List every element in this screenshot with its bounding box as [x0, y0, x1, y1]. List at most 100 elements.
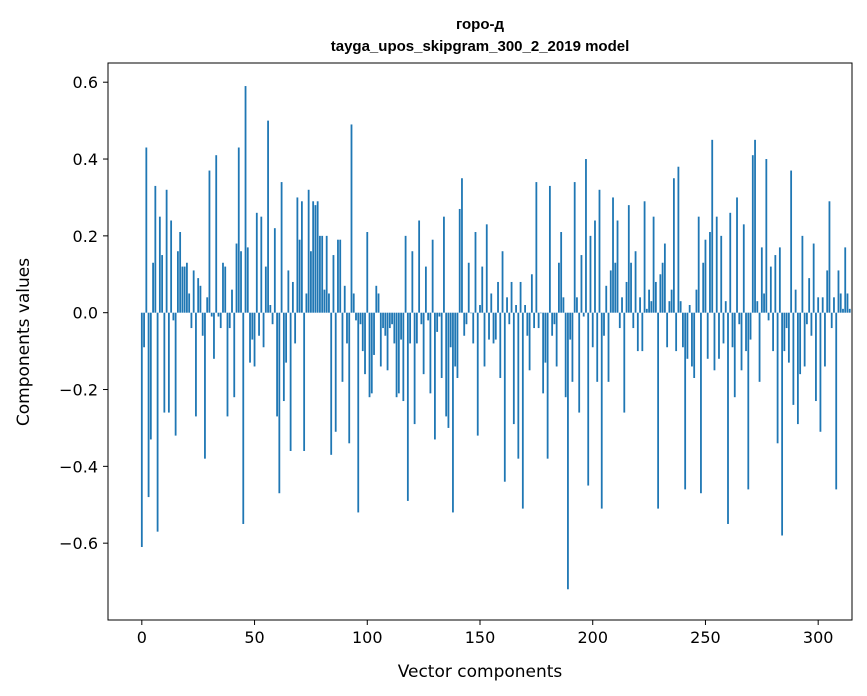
bar-124: [420, 312, 423, 325]
bar-79: [319, 235, 321, 313]
x-axis-label: Vector components: [398, 662, 563, 682]
bar-98: [361, 312, 364, 352]
plot-background: [108, 63, 852, 620]
bar-184: [555, 312, 558, 367]
bar-193: [576, 297, 578, 313]
bar-223: [643, 201, 646, 313]
bar-18: [181, 266, 184, 313]
bar-180: [546, 312, 549, 459]
bar-200: [591, 312, 594, 348]
bar-175: [535, 182, 538, 313]
bar-156: [492, 312, 495, 344]
bar-303: [824, 312, 826, 367]
bar-130: [434, 312, 436, 440]
bar-260: [727, 312, 729, 524]
bar-7: [156, 312, 159, 532]
bar-216: [627, 205, 630, 313]
bar-147: [472, 312, 475, 344]
bar-150: [479, 305, 481, 313]
bar-53: [260, 216, 263, 313]
bar-141: [458, 208, 461, 313]
bar-214: [623, 312, 626, 413]
bar-269: [747, 312, 750, 490]
bar-128: [429, 312, 432, 394]
bar-90: [343, 285, 346, 313]
bar-88: [339, 239, 342, 313]
x-tick-label: 50: [244, 628, 264, 647]
bar-135: [445, 312, 448, 417]
bar-38: [226, 312, 229, 417]
bar-57: [269, 305, 272, 313]
bar-256: [718, 312, 720, 359]
bar-273: [756, 301, 759, 313]
bar-74: [307, 189, 310, 313]
bar-261: [729, 212, 732, 313]
bar-213: [621, 297, 623, 313]
bar-65: [287, 270, 290, 313]
y-tick-label: 0.4: [73, 150, 98, 169]
bar-44: [240, 251, 242, 313]
bar-174: [533, 312, 536, 329]
x-tick-label: 250: [690, 628, 721, 647]
bar-60: [276, 312, 278, 417]
bar-110: [388, 312, 391, 329]
bar-76: [312, 201, 315, 313]
bar-171: [526, 312, 529, 336]
bar-254: [713, 312, 716, 371]
bar-265: [738, 312, 741, 325]
bar-280: [772, 312, 774, 352]
bar-62: [280, 182, 283, 313]
bar-166: [515, 305, 517, 313]
bar-139: [454, 312, 457, 367]
bar-297: [810, 312, 813, 336]
bar-99: [364, 312, 366, 375]
bar-47: [246, 247, 249, 313]
bar-210: [614, 262, 617, 313]
bar-288: [790, 170, 793, 313]
bar-140: [456, 312, 459, 378]
bar-182: [551, 312, 554, 336]
x-tick-label: 100: [352, 628, 383, 647]
bar-33: [215, 155, 218, 313]
bar-77: [314, 205, 317, 313]
bar-305: [828, 201, 831, 313]
bar-231: [661, 262, 664, 313]
bar-295: [806, 312, 808, 325]
bar-207: [607, 312, 610, 382]
bar-42: [235, 243, 238, 313]
bar-248: [700, 312, 702, 494]
bar-163: [508, 312, 511, 325]
bar-204: [600, 312, 603, 509]
bar-282: [776, 312, 779, 444]
bar-304: [826, 270, 829, 313]
bar-172: [528, 312, 531, 371]
bar-136: [447, 312, 450, 428]
bar-314: [848, 308, 851, 313]
plot-area: [107, 62, 853, 621]
bar-86: [334, 312, 337, 432]
bar-93: [350, 124, 353, 313]
bar-48: [249, 312, 251, 363]
bar-73: [305, 293, 308, 313]
bar-81: [323, 289, 326, 313]
bar-25: [197, 278, 200, 313]
bar-243: [688, 305, 691, 313]
bar-196: [582, 312, 585, 317]
bar-189: [567, 312, 569, 590]
bar-134: [443, 216, 445, 313]
bar-152: [483, 312, 486, 367]
bar-72: [303, 312, 306, 451]
bar-15: [174, 312, 177, 436]
bar-13: [170, 220, 173, 313]
bar-26: [199, 285, 202, 313]
bar-67: [291, 281, 294, 313]
bar-40: [231, 289, 233, 313]
bar-173: [530, 274, 533, 313]
bar-70: [298, 239, 301, 313]
bar-58: [271, 312, 274, 325]
bar-299: [815, 312, 817, 402]
bar-97: [359, 312, 362, 325]
bar-232: [663, 243, 666, 313]
bar-242: [686, 312, 689, 359]
bar-277: [765, 159, 768, 313]
